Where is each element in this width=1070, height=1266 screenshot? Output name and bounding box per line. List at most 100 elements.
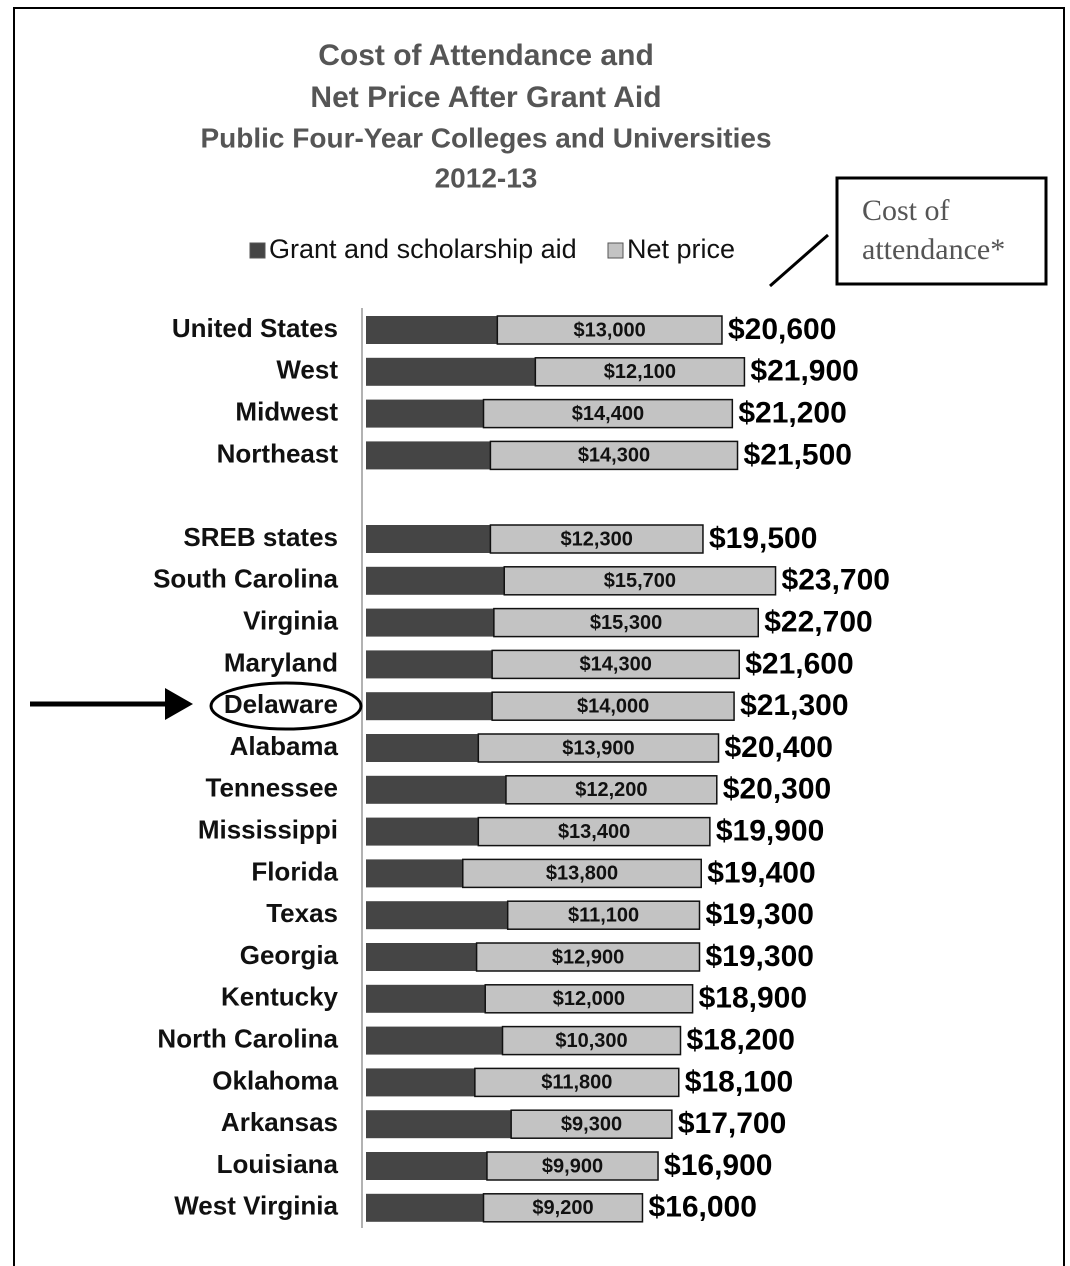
y-tick-label: Alabama	[230, 731, 339, 761]
total-label: $21,500	[744, 438, 852, 471]
bar-segment	[366, 817, 479, 846]
bar-segment	[482, 398, 734, 429]
bar-segment	[366, 441, 491, 470]
y-tick-label: United States	[172, 313, 338, 343]
y-tick-label: Florida	[251, 856, 338, 886]
bar-segment	[366, 859, 463, 888]
bar-segment	[366, 566, 505, 595]
bar-segment	[366, 901, 508, 930]
bar-segment	[366, 525, 491, 553]
data-label: $12,000	[553, 988, 625, 1010]
total-label: $21,200	[738, 397, 846, 430]
total-label: $19,300	[706, 940, 814, 973]
data-label: $12,300	[561, 528, 633, 550]
data-label: $12,100	[604, 361, 676, 383]
bar-segment	[484, 984, 694, 1014]
data-label: $14,300	[578, 445, 650, 467]
data-label: $15,700	[604, 570, 676, 592]
frame	[13, 7, 1065, 1266]
bar-segment	[366, 316, 498, 344]
total-label: $17,700	[678, 1107, 786, 1140]
y-tick-label: West Virginia	[174, 1191, 338, 1221]
total-label: $18,200	[686, 1024, 794, 1057]
bar-segment	[366, 775, 506, 804]
bar-segment	[366, 943, 477, 971]
bar-segment	[477, 733, 720, 763]
bar-segment	[491, 691, 735, 721]
bar-segment	[366, 1110, 512, 1139]
y-tick-label: Georgia	[240, 940, 339, 970]
bar-segment	[489, 440, 739, 471]
data-label: $12,900	[552, 946, 624, 968]
bar-segment	[510, 1109, 673, 1139]
total-label: $20,400	[725, 731, 833, 764]
legend-swatch	[607, 242, 624, 259]
bar-segment	[503, 566, 777, 596]
bar-segment	[482, 1193, 644, 1223]
total-label: $20,300	[723, 773, 831, 806]
data-label: $13,900	[562, 737, 634, 759]
chart-title: Cost of Attendance and	[318, 39, 654, 72]
total-label: $19,500	[709, 522, 817, 555]
data-label: $14,000	[577, 695, 649, 717]
bar-segment	[489, 524, 704, 554]
data-label: $9,300	[561, 1113, 622, 1135]
arrow-head	[165, 688, 193, 720]
data-label: $9,200	[532, 1197, 593, 1219]
total-label: $18,100	[685, 1065, 793, 1098]
bar-segment	[366, 1193, 484, 1222]
legend-label: Net price	[627, 234, 735, 264]
y-tick-label: North Carolina	[157, 1023, 338, 1053]
bar-segment	[366, 1068, 475, 1097]
bar-segment	[462, 858, 702, 889]
y-tick-label: SREB states	[183, 522, 338, 552]
total-label: $19,400	[707, 856, 815, 889]
total-label: $21,300	[740, 689, 848, 722]
bar-segment	[366, 357, 536, 386]
data-label: $11,800	[541, 1072, 612, 1094]
total-label: $18,900	[699, 982, 807, 1015]
bar-segment	[474, 1067, 680, 1098]
chart-title: Net Price After Grant Aid	[310, 81, 661, 114]
legend-swatch	[249, 242, 266, 259]
data-label: $10,300	[555, 1030, 627, 1052]
total-label: $19,900	[716, 815, 824, 848]
bar-segment	[477, 816, 711, 847]
bar-segment	[366, 399, 484, 428]
data-label: $13,000	[573, 319, 645, 341]
data-label: $15,300	[590, 612, 662, 634]
total-label: $20,600	[728, 313, 836, 346]
y-tick-label: Northeast	[217, 438, 339, 468]
chart-subtitle: Public Four-Year Colleges and Universiti…	[200, 122, 771, 153]
annotation-box	[835, 176, 1048, 286]
y-tick-label: Midwest	[235, 396, 338, 426]
bar-segment	[475, 942, 701, 972]
y-tick-label: South Carolina	[153, 564, 338, 594]
total-label: $16,900	[664, 1149, 772, 1182]
bar-segment	[496, 315, 723, 345]
data-label: $13,400	[558, 821, 630, 843]
total-label: $23,700	[782, 564, 890, 597]
total-label: $21,600	[745, 647, 853, 680]
bar-segment	[506, 900, 701, 930]
bar-segment	[366, 650, 493, 679]
bar-segment	[366, 1152, 487, 1180]
annotation: Cost of	[862, 194, 950, 227]
legend-label: Grant and scholarship aid	[269, 234, 577, 264]
total-label: $19,300	[706, 898, 814, 931]
total-label: $21,900	[750, 355, 858, 388]
bar-segment	[366, 734, 479, 762]
y-tick-label: Delaware	[224, 689, 338, 719]
y-tick-label: Maryland	[224, 647, 338, 677]
y-tick-label: Mississippi	[198, 814, 338, 844]
y-tick-label: West	[276, 355, 338, 385]
bar-segment	[486, 1151, 659, 1181]
data-label: $14,300	[580, 654, 652, 676]
chart-subtitle: 2012-13	[435, 162, 538, 193]
highlight-circle	[209, 681, 363, 731]
annotation: attendance*	[862, 233, 1005, 266]
y-tick-label: Louisiana	[217, 1149, 339, 1179]
data-label: $12,200	[575, 779, 647, 801]
